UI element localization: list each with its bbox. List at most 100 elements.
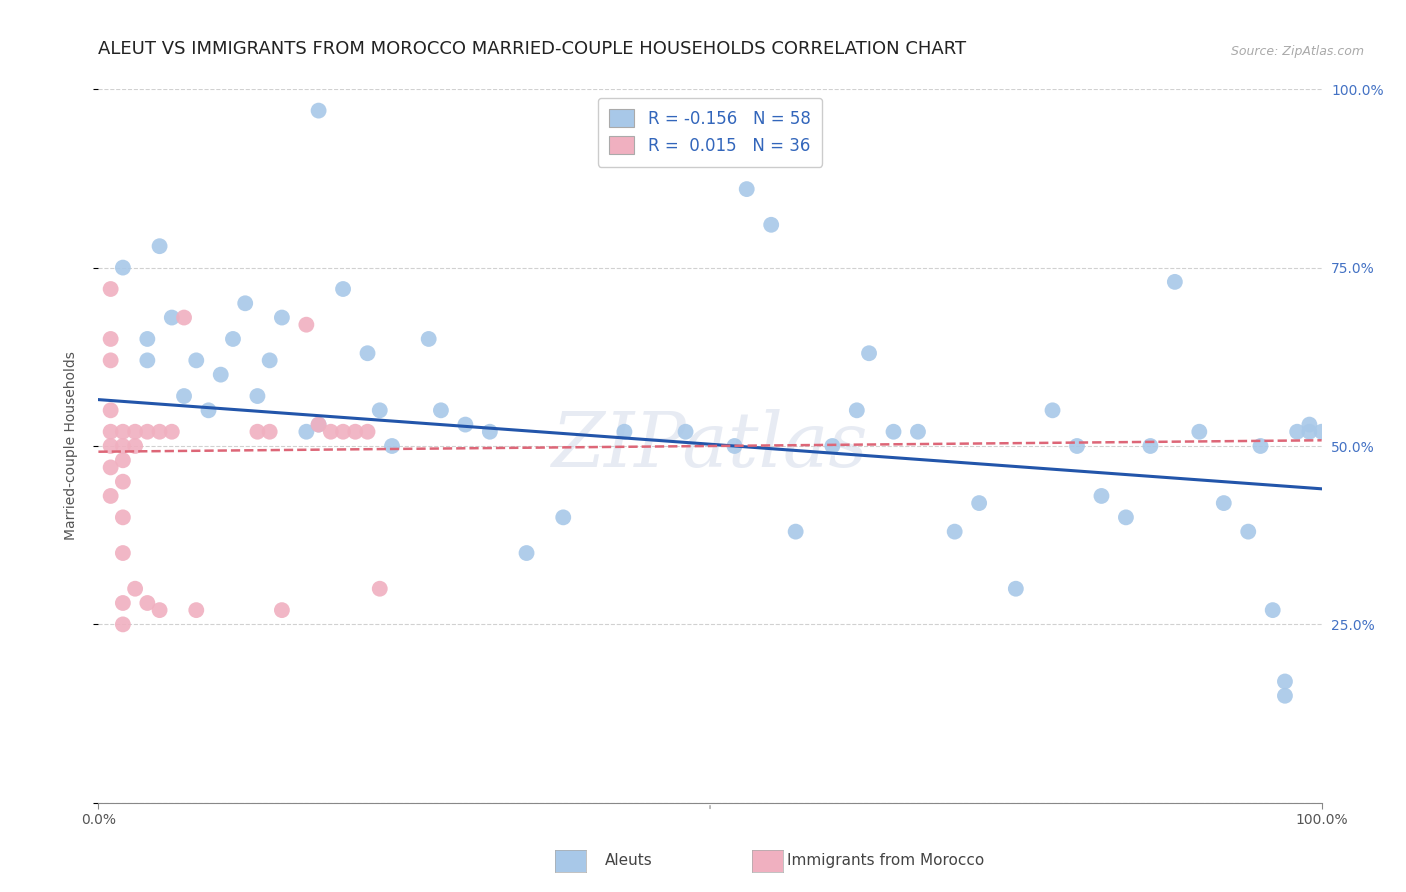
Point [1274, 689, 1296, 703]
Point [858, 346, 880, 360]
Point [100, 282, 122, 296]
Point [332, 425, 354, 439]
Text: Aleuts: Aleuts [605, 854, 652, 868]
Point [1249, 439, 1271, 453]
Point [295, 425, 318, 439]
Point [111, 596, 134, 610]
Point [356, 425, 378, 439]
Text: Source: ZipAtlas.com: Source: ZipAtlas.com [1230, 45, 1364, 58]
Point [1115, 510, 1137, 524]
Point [308, 417, 330, 432]
Point [111, 617, 134, 632]
Point [1274, 674, 1296, 689]
Point [1188, 425, 1211, 439]
Point [100, 353, 122, 368]
Point [332, 282, 354, 296]
Point [613, 425, 636, 439]
Point [124, 582, 146, 596]
Point [111, 453, 134, 467]
Point [1286, 425, 1309, 439]
Point [111, 510, 134, 524]
Point [1298, 417, 1320, 432]
Point [308, 417, 330, 432]
Point [259, 425, 281, 439]
Point [222, 332, 245, 346]
Point [454, 417, 477, 432]
Point [111, 439, 134, 453]
Point [418, 332, 440, 346]
Point [1310, 425, 1333, 439]
Point [1298, 425, 1320, 439]
Point [246, 425, 269, 439]
Point [100, 439, 122, 453]
Point [160, 425, 183, 439]
Point [735, 182, 758, 196]
Point [368, 403, 391, 417]
Point [821, 439, 844, 453]
Legend: R = -0.156   N = 58, R =  0.015   N = 36: R = -0.156 N = 58, R = 0.015 N = 36 [598, 97, 823, 167]
Point [785, 524, 807, 539]
Point [1164, 275, 1187, 289]
Point [883, 425, 905, 439]
Point [1261, 603, 1284, 617]
Text: Immigrants from Morocco: Immigrants from Morocco [787, 854, 984, 868]
Point [173, 310, 195, 325]
Point [1042, 403, 1064, 417]
Point [943, 524, 966, 539]
Point [1066, 439, 1088, 453]
Point [356, 346, 378, 360]
Point [761, 218, 783, 232]
Point [845, 403, 868, 417]
Y-axis label: Married-couple Households: Married-couple Households [63, 351, 77, 541]
Point [368, 582, 391, 596]
Point [967, 496, 990, 510]
Point [209, 368, 232, 382]
Point [124, 425, 146, 439]
Point [907, 425, 929, 439]
Point [124, 439, 146, 453]
Point [515, 546, 537, 560]
Point [259, 353, 281, 368]
Point [100, 460, 122, 475]
Point [308, 103, 330, 118]
Point [478, 425, 501, 439]
Point [319, 425, 342, 439]
Point [270, 603, 294, 617]
Point [233, 296, 256, 310]
Text: ZIPatlas: ZIPatlas [551, 409, 869, 483]
Point [197, 403, 219, 417]
Point [136, 332, 159, 346]
Point [675, 425, 697, 439]
Point [173, 389, 195, 403]
Point [111, 260, 134, 275]
Point [149, 603, 172, 617]
Point [149, 425, 172, 439]
Point [246, 389, 269, 403]
Point [723, 439, 745, 453]
Point [149, 239, 172, 253]
Point [111, 425, 134, 439]
Point [1237, 524, 1260, 539]
Point [136, 596, 159, 610]
Point [100, 403, 122, 417]
Point [344, 425, 367, 439]
Point [100, 332, 122, 346]
Point [1004, 582, 1026, 596]
Point [100, 425, 122, 439]
Point [136, 353, 159, 368]
Point [1139, 439, 1161, 453]
Point [381, 439, 404, 453]
Point [100, 489, 122, 503]
Text: ALEUT VS IMMIGRANTS FROM MOROCCO MARRIED-COUPLE HOUSEHOLDS CORRELATION CHART: ALEUT VS IMMIGRANTS FROM MOROCCO MARRIED… [98, 40, 966, 58]
Point [136, 425, 159, 439]
Point [1212, 496, 1234, 510]
Point [111, 546, 134, 560]
Point [1090, 489, 1112, 503]
Point [270, 310, 294, 325]
Point [160, 310, 183, 325]
Point [186, 353, 208, 368]
Point [430, 403, 453, 417]
Point [111, 475, 134, 489]
Point [186, 603, 208, 617]
Point [553, 510, 575, 524]
